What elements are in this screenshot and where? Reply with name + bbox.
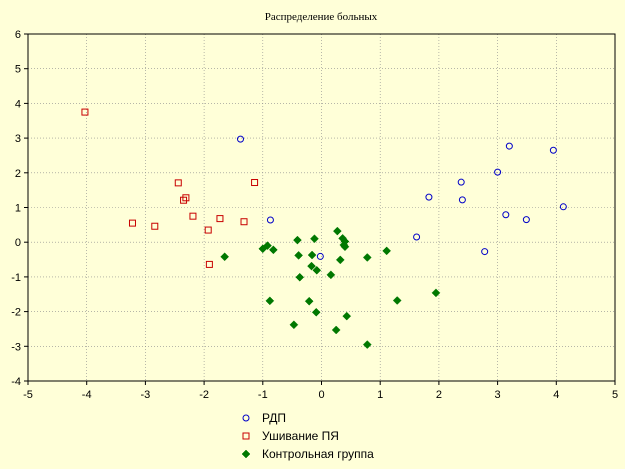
data-point	[251, 179, 259, 187]
data-point	[340, 242, 350, 252]
data-point	[502, 211, 510, 219]
data-point	[431, 288, 441, 298]
legend: РДП Ушивание ПЯ Контрольная группа	[241, 411, 374, 461]
y-tick-label: -4	[11, 376, 21, 388]
data-point	[307, 261, 316, 271]
x-tick-label: 5	[612, 389, 618, 401]
data-point	[266, 216, 274, 224]
data-point	[81, 108, 89, 116]
data-point	[494, 168, 502, 176]
legend-label: Ушивание ПЯ	[262, 429, 339, 443]
data-point	[481, 248, 489, 256]
data-point	[457, 178, 465, 186]
data-point	[293, 235, 302, 245]
data-point	[294, 251, 303, 260]
data-point	[332, 226, 342, 236]
data-point	[316, 252, 324, 260]
data-point	[559, 203, 567, 211]
data-point	[128, 219, 136, 227]
data-point	[342, 311, 352, 321]
y-tick-label: 5	[15, 64, 21, 76]
x-tick-label: -2	[199, 389, 209, 401]
data-point	[295, 272, 305, 282]
data-point	[182, 194, 190, 202]
y-tick-label: 3	[15, 133, 21, 145]
y-tick-label: 6	[15, 29, 21, 41]
data-point	[189, 212, 197, 220]
data-point	[326, 270, 336, 280]
x-tick-label: 2	[436, 389, 442, 401]
x-tick-label: 3	[495, 389, 501, 401]
data-point	[304, 296, 314, 306]
data-point	[425, 193, 433, 201]
chart-title: Распределение больных	[265, 11, 378, 23]
data-point	[311, 307, 321, 317]
data-point	[151, 222, 159, 230]
data-point	[382, 246, 392, 256]
data-point	[362, 340, 372, 349]
data-point	[265, 296, 275, 306]
y-tick-label: 1	[15, 203, 21, 215]
data-point	[335, 255, 345, 265]
x-tick-label: -3	[141, 389, 151, 401]
data-point	[312, 265, 322, 275]
data-point	[236, 135, 244, 143]
x-tick-label: -1	[258, 389, 268, 401]
legend-label: РДП	[262, 411, 286, 425]
data-point	[240, 218, 248, 226]
y-tick-label: 0	[15, 237, 21, 249]
x-tick-label: -5	[23, 389, 33, 401]
legend-marker	[241, 449, 251, 459]
y-tick-label: 2	[15, 168, 21, 180]
data-point	[180, 196, 188, 204]
data-point	[392, 296, 402, 305]
data-point	[307, 250, 317, 260]
y-tick-label: 4	[15, 98, 21, 110]
data-point	[310, 234, 319, 244]
data-point	[458, 196, 466, 204]
y-tick-label: -2	[11, 307, 21, 319]
data-point	[331, 325, 341, 335]
data-point	[549, 146, 557, 154]
legend-label: Контрольная группа	[262, 447, 374, 461]
data-points	[81, 108, 567, 349]
data-point	[263, 241, 272, 251]
y-tick-label: -1	[11, 272, 21, 284]
legend-marker	[242, 414, 250, 422]
grid	[28, 34, 615, 381]
data-point	[220, 252, 229, 262]
data-point	[505, 142, 513, 150]
data-point	[362, 253, 372, 262]
data-point	[269, 245, 278, 255]
x-tick-label: 4	[553, 389, 559, 401]
data-point	[174, 179, 182, 187]
y-tick-label: -3	[11, 341, 21, 353]
x-tick-label: -4	[82, 389, 92, 401]
data-point	[205, 260, 213, 268]
legend-marker	[242, 432, 250, 440]
x-tick-label: 1	[377, 389, 383, 401]
data-point	[204, 226, 212, 234]
data-point	[289, 320, 299, 330]
data-point	[216, 215, 224, 223]
data-point	[413, 233, 421, 241]
data-point	[522, 216, 530, 224]
x-tick-label: 0	[318, 389, 324, 401]
